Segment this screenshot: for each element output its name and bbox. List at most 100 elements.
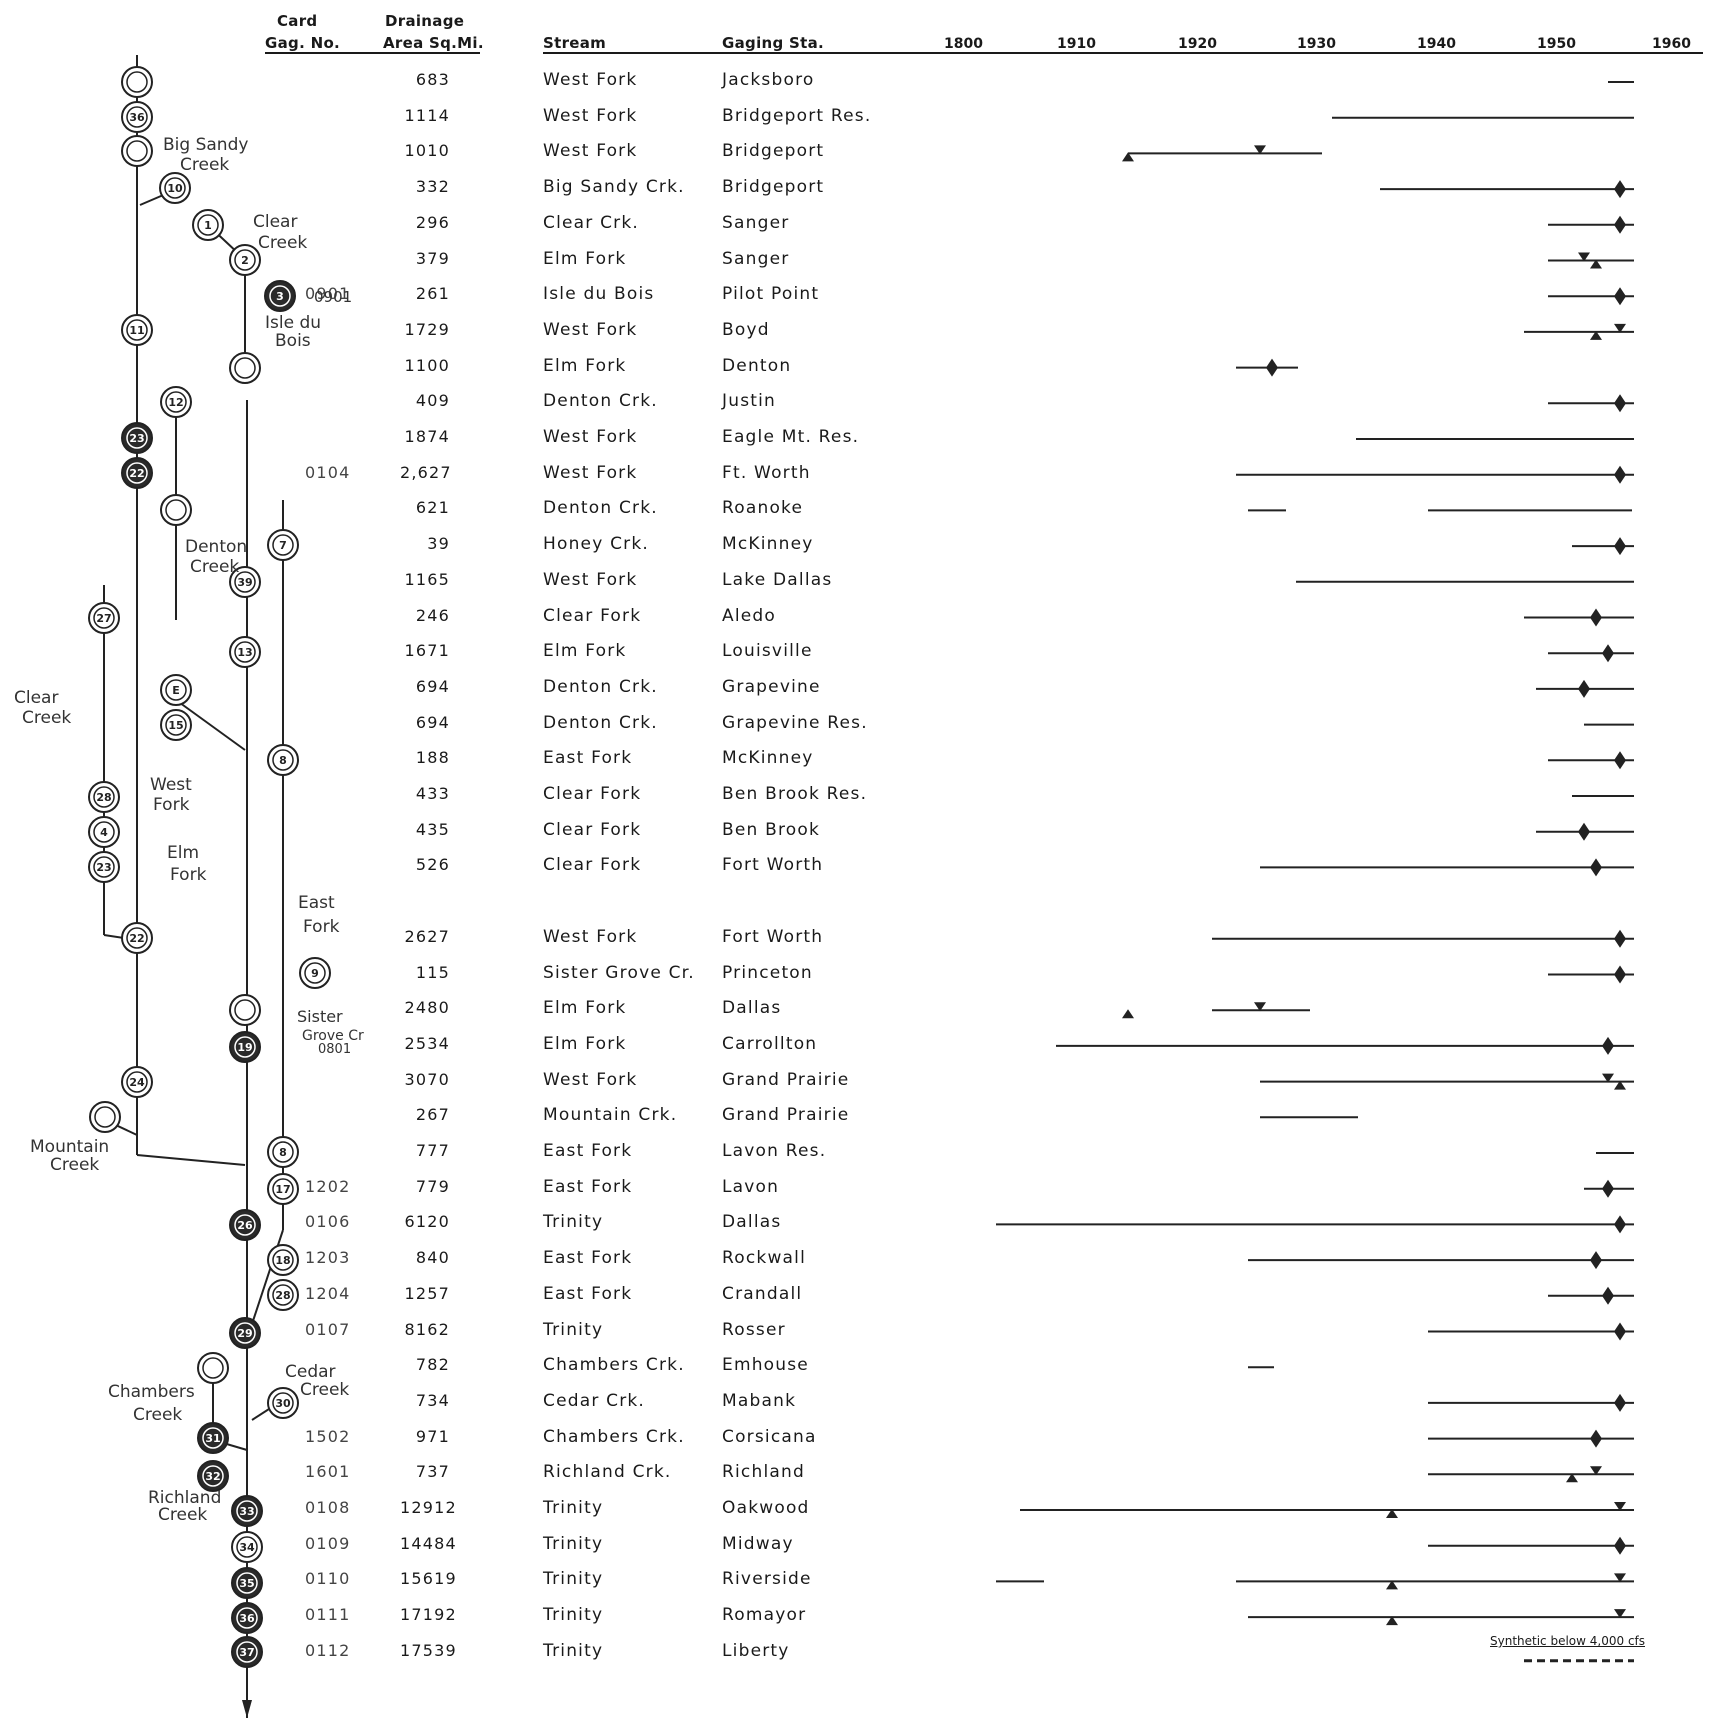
gaging-station: Riverside [722, 1569, 812, 1590]
drainage-area: 971 [415, 1426, 450, 1446]
node-number: 27 [96, 612, 111, 625]
triangle-up-marker [1614, 929, 1626, 939]
triangle-down-marker [1614, 938, 1626, 948]
triangle-down-marker [1590, 867, 1602, 877]
label-code: 0901 [314, 288, 352, 306]
drainage-area: 779 [415, 1176, 450, 1196]
table-row: 3070 West Fork Grand Prairie [0, 1070, 1720, 1100]
gaging-station-node: 13 [229, 636, 261, 668]
drainage-area: 2627 [404, 926, 450, 946]
gaging-station-node: E [160, 674, 192, 706]
label-clear-creek-left: Creek [22, 708, 71, 728]
node-number: 24 [129, 1076, 145, 1089]
stream-name: East Fork [543, 1283, 633, 1304]
triangle-up-marker [1614, 751, 1626, 761]
gaging-station-node [229, 352, 261, 384]
gaging-station: Eagle Mt. Res. [722, 427, 860, 447]
gaging-station: Midway [722, 1533, 794, 1554]
card-number: 0109 [305, 1533, 351, 1553]
stream-name: Denton Crk. [543, 391, 658, 412]
label-sister-grove: Sister [297, 1007, 343, 1026]
drainage-area: 1874 [404, 427, 450, 446]
gaging-station-node: 26 [229, 1209, 261, 1241]
gaging-station: Corsicana [722, 1426, 817, 1447]
drainage-area: 15619 [400, 1569, 457, 1589]
gaging-station-node: 23 [121, 422, 153, 454]
node-number: 2 [241, 254, 249, 267]
gaging-station: Princeton [722, 962, 813, 983]
label-clear-creek: Creek [258, 233, 307, 253]
stream-name: East Fork [543, 1248, 633, 1269]
stream-name: Clear Crk. [543, 212, 639, 233]
gaging-station-node: 34 [231, 1531, 263, 1563]
footnote: Synthetic below 4,000 cfs [1490, 1634, 1646, 1648]
triangle-down-marker [1614, 974, 1626, 984]
drainage-area: 1671 [404, 641, 450, 661]
label-chambers: Chambers [108, 1382, 195, 1402]
table-row: 1729 West Fork Boyd [0, 320, 1720, 350]
drainage-area: 777 [415, 1141, 450, 1160]
table-row: 0110 15619 Trinity Riverside [0, 1569, 1720, 1599]
card-number: 1203 [305, 1248, 351, 1268]
triangle-down-marker [1254, 145, 1266, 155]
triangle-up-marker [1602, 644, 1614, 654]
node-number: 17 [275, 1183, 290, 1196]
table-row: 1601 737 Richland Crk. Richland [0, 1462, 1720, 1492]
drainage-area: 2480 [404, 998, 450, 1018]
node-number: 8 [279, 1146, 287, 1159]
gaging-station: Emhouse [722, 1355, 809, 1376]
gaging-station: Aledo [722, 605, 777, 626]
node-number: 23 [129, 432, 144, 445]
label-east-fork: Fork [303, 917, 340, 937]
header-rule [265, 52, 480, 54]
triangle-up-marker [1590, 330, 1602, 340]
label-isle-du-bois: Bois [275, 331, 311, 351]
gaging-station: Lake Dallas [722, 569, 833, 590]
table-row: 379 Elm Fork Sanger [0, 249, 1720, 279]
table-row: 1203 840 East Fork Rockwall [0, 1248, 1720, 1278]
stream-name: East Fork [543, 1141, 633, 1161]
table-row: 115 Sister Grove Cr. Princeton [0, 963, 1720, 993]
gaging-station: Dallas [722, 998, 782, 1019]
drainage-area: 3070 [404, 1069, 450, 1089]
card-number: 0108 [305, 1498, 351, 1517]
triangle-up-marker [1590, 608, 1602, 618]
triangle-up-marker [1614, 1322, 1626, 1332]
stream-name: Elm Fork [543, 1033, 627, 1054]
triangle-up-marker [1566, 1473, 1578, 1483]
drainage-area: 2534 [404, 1033, 450, 1053]
triangle-up-marker [1614, 537, 1626, 547]
triangle-up-marker [1386, 1580, 1398, 1590]
gaging-station-node: 9 [299, 957, 331, 989]
table-row: 1874 West Fork Eagle Mt. Res. [0, 427, 1720, 457]
card-number: 1502 [305, 1426, 351, 1446]
node-number: E [172, 684, 180, 697]
drainage-area: 17192 [400, 1605, 457, 1625]
gaging-station-node: 33 [231, 1495, 263, 1527]
label-mountain: Mountain [30, 1137, 109, 1157]
stream-name: Trinity [543, 1569, 604, 1590]
table-row: 621 Denton Crk. Roanoke [0, 498, 1720, 528]
year-label: 1950 [1537, 36, 1576, 52]
label-big-sandy: Big Sandy [163, 135, 248, 155]
gaging-station-node: 37 [231, 1636, 263, 1668]
gaging-station: Bridgeport Res. [722, 105, 872, 126]
table-row: 435 Clear Fork Ben Brook [0, 820, 1720, 850]
gaging-station-node: 36 [231, 1602, 263, 1634]
card-number: 0107 [305, 1319, 351, 1339]
drainage-area: 332 [415, 177, 450, 197]
header-area-bottom: Area Sq.Mi. [383, 34, 484, 52]
node-number: 3 [276, 290, 284, 303]
gaging-station: Grapevine Res. [722, 712, 868, 733]
gaging-station: Denton [722, 355, 792, 376]
gaging-station: Grapevine [722, 676, 821, 697]
triangle-up-marker [1614, 180, 1626, 190]
gaging-station: McKinney [722, 534, 814, 555]
drainage-area: 296 [415, 212, 450, 232]
drainage-area: 433 [415, 784, 450, 803]
gaging-station-node: 27 [88, 602, 120, 634]
stream-name: West Fork [543, 319, 638, 340]
header-station: Gaging Sta. [722, 34, 825, 52]
node-number: 8 [279, 754, 287, 767]
